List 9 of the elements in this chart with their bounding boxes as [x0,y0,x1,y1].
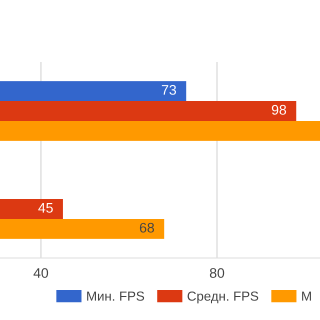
data-label: 98 [272,104,286,115]
legend-label: М [302,292,311,301]
data-label: 68 [140,222,154,233]
legend-label: Мин. FPS [87,291,144,301]
legend-label: Средн. FPS [188,291,258,304]
data-label: 73 [162,84,176,95]
x-tick-label: 40 [34,268,48,278]
x-tick-label: 80 [210,268,224,278]
data-label: 45 [38,203,53,213]
